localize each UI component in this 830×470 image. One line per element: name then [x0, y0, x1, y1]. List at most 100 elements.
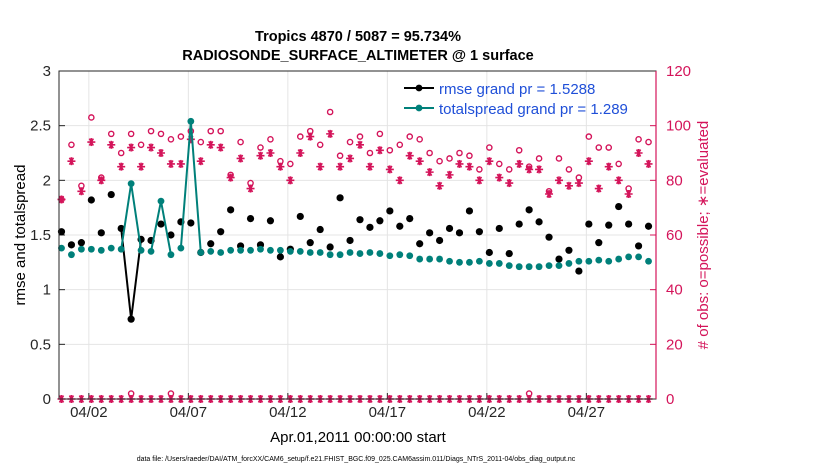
obs-possible-point	[127, 130, 135, 138]
obs-possible-point	[137, 141, 145, 149]
obs-evaluated-point	[455, 159, 464, 168]
spread-point	[197, 249, 205, 256]
obs-evaluated-point	[216, 143, 225, 152]
obs-evaluated-point	[365, 162, 374, 171]
x-tick-label: 04/07	[170, 404, 208, 421]
obs-possible-point	[495, 160, 503, 168]
obs-possible-point	[555, 155, 563, 162]
obs-possible-point	[645, 138, 652, 146]
y2-tick-label: 60	[666, 227, 683, 244]
spread-point	[545, 262, 553, 270]
spread-point	[58, 244, 65, 252]
obs-evaluated-point	[505, 179, 514, 188]
rmse-point	[87, 196, 95, 204]
y2-tick-label: 20	[666, 336, 683, 353]
rmse-point	[246, 215, 255, 223]
rmse-point	[77, 239, 85, 247]
spread-point	[237, 246, 244, 254]
obs-evaluated-point	[306, 132, 315, 141]
spread-point	[107, 244, 115, 252]
obs-evaluated-point	[346, 154, 355, 163]
spread-point	[406, 252, 414, 260]
rmse-point	[336, 194, 344, 202]
spread-point	[446, 257, 453, 265]
chart-subtitle: RADIOSONDE_SURFACE_ALTIMETER @ 1 surface	[182, 48, 533, 64]
spread-point	[286, 248, 294, 255]
spread-point	[306, 249, 314, 256]
obs-evaluated-point	[375, 146, 384, 155]
spread-point	[257, 245, 264, 253]
rmse-point	[634, 242, 643, 250]
y-tick-label: 1	[43, 282, 51, 299]
obs-possible-point	[505, 166, 513, 173]
obs-possible-point	[336, 152, 344, 160]
obs-evaluated-point	[256, 151, 265, 160]
spread-point	[267, 246, 274, 254]
rmse-point	[416, 240, 424, 248]
x-axis-label: Apr.01,2011 00:00:00 start	[270, 429, 447, 446]
obs-evaluated-point	[594, 184, 603, 193]
spread-point	[645, 257, 652, 265]
obs-evaluated-point	[554, 176, 563, 185]
obs-possible-point	[456, 149, 463, 157]
y2-tick-label: 120	[666, 63, 691, 80]
spread-point	[68, 251, 75, 259]
obs-evaluated-point	[445, 170, 454, 179]
obs-possible-point	[476, 166, 483, 173]
obs-evaluated-point	[465, 162, 474, 171]
obs-evaluated-point	[415, 157, 424, 166]
rmse-point	[296, 212, 304, 221]
rmse-point	[475, 228, 483, 236]
spread-point	[575, 257, 583, 265]
legend-spread-label: totalspread grand pr = 1.289	[439, 101, 628, 118]
obs-evaluated-point	[515, 159, 524, 168]
rmse-point	[187, 219, 195, 227]
spread-point	[396, 251, 404, 259]
obs-evaluated-point	[634, 149, 643, 157]
rmse-point	[396, 222, 404, 230]
obs-possible-point	[117, 149, 125, 157]
obs-possible-point	[446, 155, 453, 162]
y2-axis-label: # of obs: o=possible; ∗=evaluated	[695, 121, 712, 350]
legend-spread-marker	[415, 104, 423, 112]
spread-point	[525, 263, 533, 271]
spread-point	[615, 255, 623, 263]
rmse-point	[595, 239, 603, 247]
spread-point	[625, 253, 633, 261]
obs-evaluated-point	[127, 143, 136, 152]
obs-evaluated-point	[286, 176, 295, 185]
obs-evaluated-point	[405, 151, 414, 160]
rmse-point	[306, 239, 314, 247]
obs-possible-point	[426, 149, 433, 157]
obs-possible-point	[585, 133, 593, 140]
obs-possible-point	[346, 138, 354, 146]
y2-tick-label: 0	[666, 391, 674, 408]
rmse-point	[316, 225, 324, 234]
spread-point	[356, 250, 364, 257]
spread-point	[157, 197, 165, 205]
obs-possible-point	[615, 160, 622, 168]
y-tick-label: 2.5	[30, 118, 51, 135]
rmse-point	[465, 207, 474, 215]
obs-possible-point	[177, 133, 185, 140]
obs-possible-point	[565, 166, 573, 173]
spread-point	[366, 249, 374, 256]
y-axis-label: rmse and totalspread	[12, 165, 29, 306]
spread-point	[336, 251, 344, 259]
rmse-point	[117, 224, 125, 233]
spread-point	[177, 244, 185, 252]
obs-possible-point	[396, 141, 404, 149]
obs-evaluated-point	[535, 165, 544, 174]
x-tick-label: 04/22	[468, 404, 506, 421]
rmse-point	[445, 224, 454, 233]
y2-tick-label: 40	[666, 282, 683, 299]
spread-point	[485, 260, 493, 267]
x-tick-label: 04/02	[70, 404, 108, 421]
obs-evaluated-point	[584, 157, 593, 166]
y-ticks: 0 0.5 1 1.5 2 2.5 3	[30, 63, 65, 408]
spread-point	[605, 257, 613, 265]
chart-title: Tropics 4870 / 5087 = 95.734%	[255, 29, 461, 45]
obs-evaluated-point	[495, 173, 504, 182]
rmse-point	[525, 206, 533, 214]
spread-point	[635, 253, 642, 261]
